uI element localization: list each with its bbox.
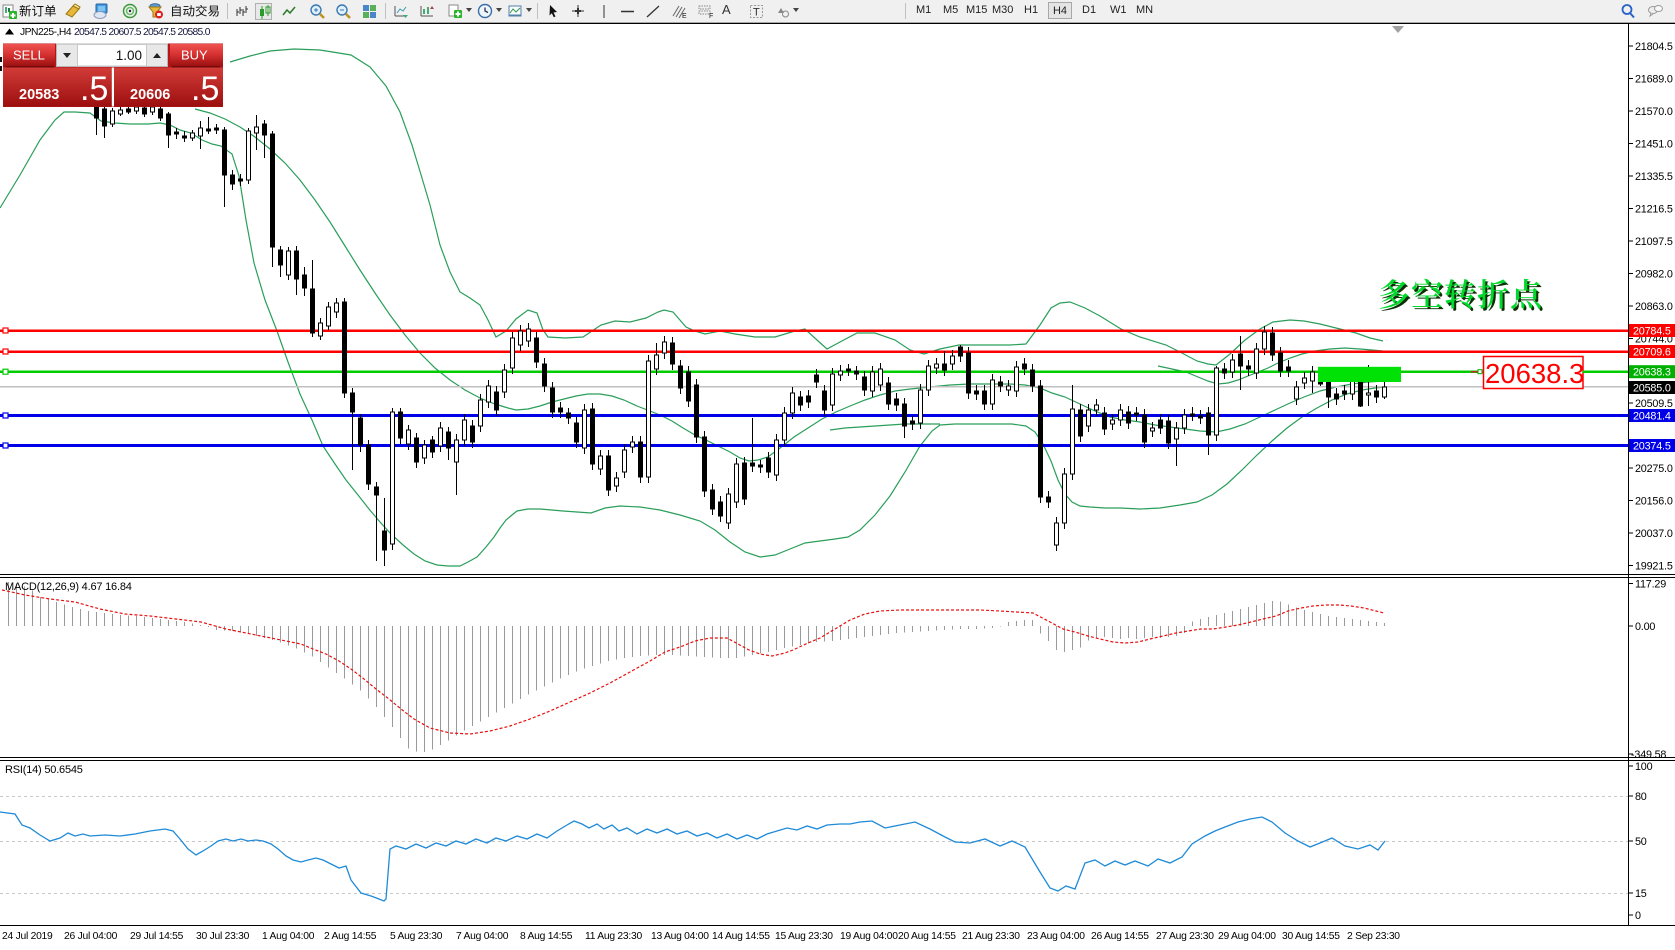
svg-text:BUY: BUY	[181, 48, 208, 63]
svg-text:20784.5: 20784.5	[1633, 326, 1671, 338]
svg-text:2 Aug 14:55: 2 Aug 14:55	[324, 931, 377, 942]
svg-text:23 Aug 04:00: 23 Aug 04:00	[1027, 931, 1085, 942]
svg-text:19921.5: 19921.5	[1635, 561, 1673, 573]
svg-text:30 Jul 23:30: 30 Jul 23:30	[196, 931, 250, 942]
svg-text:21570.0: 21570.0	[1635, 106, 1673, 118]
svg-text:80: 80	[1635, 791, 1647, 803]
svg-text:20275.0: 20275.0	[1635, 463, 1673, 475]
svg-text:21335.5: 21335.5	[1635, 171, 1673, 183]
svg-text:20374.5: 20374.5	[1633, 441, 1671, 453]
svg-text:20863.0: 20863.0	[1635, 301, 1673, 313]
svg-text:20037.0: 20037.0	[1635, 528, 1673, 540]
svg-text:20509.5: 20509.5	[1635, 398, 1673, 410]
svg-text:MACD(12,26,9) 4.67 16.84: MACD(12,26,9) 4.67 16.84	[5, 581, 132, 593]
svg-text:20638.3: 20638.3	[1633, 367, 1671, 379]
svg-text:19 Aug 04:00: 19 Aug 04:00	[840, 931, 898, 942]
svg-text:20547.5 20607.5 20547.5 20585.: 20547.5 20607.5 20547.5 20585.0	[74, 27, 211, 38]
svg-text:20481.4: 20481.4	[1633, 411, 1671, 423]
svg-text:T: T	[753, 7, 760, 19]
svg-text:29 Jul 14:55: 29 Jul 14:55	[130, 931, 184, 942]
svg-text:2 Sep 23:30: 2 Sep 23:30	[1347, 931, 1400, 942]
svg-text:SELL: SELL	[13, 48, 45, 63]
svg-text:26 Jul 04:00: 26 Jul 04:00	[64, 931, 118, 942]
svg-text:20606: 20606	[130, 87, 170, 103]
svg-text:24 Jul 2019: 24 Jul 2019	[2, 931, 53, 942]
svg-text:20709.6: 20709.6	[1633, 347, 1671, 359]
svg-text:21097.5: 21097.5	[1635, 236, 1673, 248]
svg-text:15: 15	[1635, 888, 1647, 900]
svg-text:1.00: 1.00	[116, 48, 142, 63]
svg-text:15 Aug 23:30: 15 Aug 23:30	[775, 931, 833, 942]
svg-text:20982.0: 20982.0	[1635, 269, 1673, 281]
svg-text:20585.0: 20585.0	[1633, 383, 1671, 395]
svg-text:27 Aug 23:30: 27 Aug 23:30	[1156, 931, 1214, 942]
svg-text:20 Aug 14:55: 20 Aug 14:55	[898, 931, 956, 942]
svg-text:14 Aug 14:55: 14 Aug 14:55	[712, 931, 770, 942]
svg-text:29 Aug 04:00: 29 Aug 04:00	[1218, 931, 1276, 942]
svg-text:.5: .5	[80, 70, 108, 108]
svg-text:20638.3: 20638.3	[1485, 358, 1584, 389]
svg-text:0.00: 0.00	[1635, 621, 1655, 633]
svg-text:1 Aug 04:00: 1 Aug 04:00	[262, 931, 315, 942]
svg-text:E: E	[682, 13, 687, 20]
svg-text:JPN225-,H4: JPN225-,H4	[20, 27, 72, 38]
svg-text:26 Aug 14:55: 26 Aug 14:55	[1091, 931, 1149, 942]
svg-text:RSI(14) 50.6545: RSI(14) 50.6545	[5, 764, 83, 776]
svg-text:20156.0: 20156.0	[1635, 496, 1673, 508]
svg-text:0: 0	[1635, 910, 1641, 922]
svg-text:21804.5: 21804.5	[1635, 41, 1673, 53]
svg-text:30 Aug 14:55: 30 Aug 14:55	[1282, 931, 1340, 942]
svg-text:21689.0: 21689.0	[1635, 74, 1673, 86]
svg-text:21216.5: 21216.5	[1635, 204, 1673, 216]
svg-text:117.29: 117.29	[1635, 579, 1666, 591]
svg-text:.5: .5	[191, 70, 219, 108]
svg-text:5 Aug 23:30: 5 Aug 23:30	[390, 931, 443, 942]
svg-text:-349.58: -349.58	[1631, 749, 1666, 761]
svg-text:21451.0: 21451.0	[1635, 139, 1673, 151]
svg-text:11 Aug 23:30: 11 Aug 23:30	[585, 931, 642, 942]
svg-text:8 Aug 14:55: 8 Aug 14:55	[520, 931, 573, 942]
svg-text:F: F	[709, 13, 713, 20]
svg-text:13 Aug 04:00: 13 Aug 04:00	[651, 931, 709, 942]
svg-text:50: 50	[1635, 836, 1647, 848]
svg-text:20583: 20583	[19, 87, 59, 103]
svg-text:7 Aug 04:00: 7 Aug 04:00	[456, 931, 509, 942]
svg-text:21 Aug 23:30: 21 Aug 23:30	[962, 931, 1020, 942]
svg-text:100: 100	[1635, 761, 1653, 773]
